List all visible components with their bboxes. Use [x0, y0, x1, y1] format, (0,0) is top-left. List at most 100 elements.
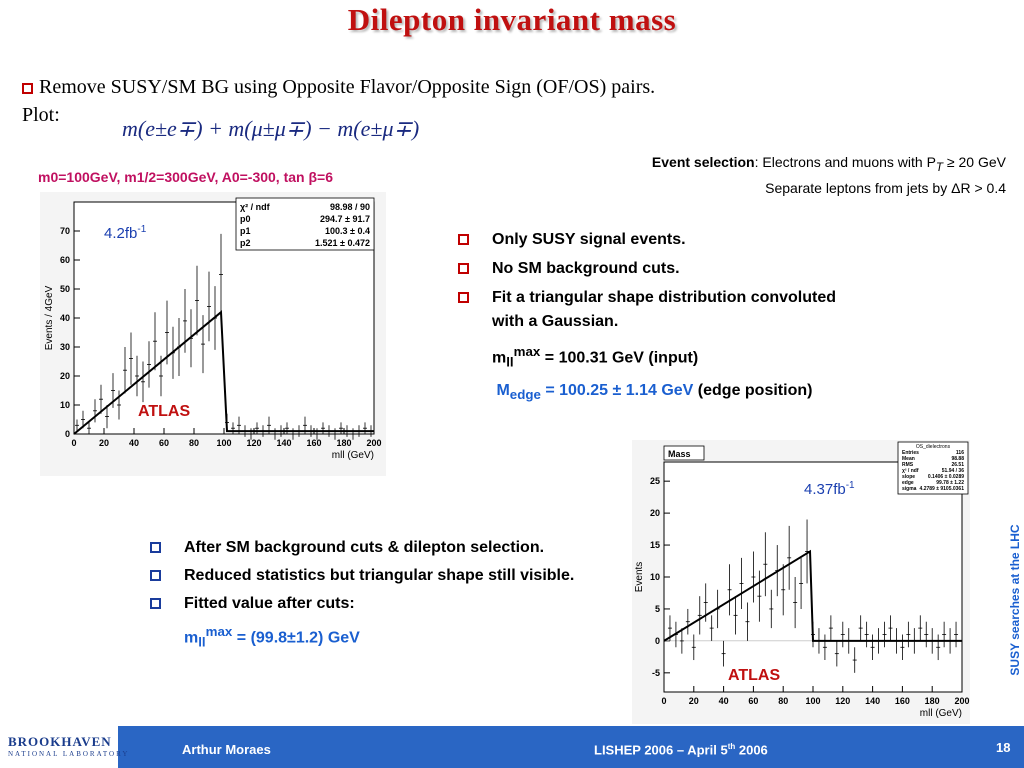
x-tick-label: 140	[276, 438, 291, 448]
x-tick-label: 40	[719, 696, 729, 706]
stats-value: 99.78 ± 1.22	[936, 480, 964, 486]
stats-value: 98.98 / 90	[330, 202, 370, 212]
stats-name: χ² / ndf	[240, 202, 271, 212]
event-selection-line1: Event selection: Electrons and muons wit…	[651, 154, 1006, 174]
y-axis-label: Events / 4GeV	[44, 285, 55, 350]
x-tick-label: 100	[216, 438, 231, 448]
x-tick-label: 160	[306, 438, 321, 448]
stats-name: p0	[240, 214, 251, 224]
stats-value: 294.7 ± 91.7	[320, 214, 370, 224]
stats-value: 4.2789 ± 9105.0361	[920, 486, 965, 492]
x-tick-label: 60	[748, 696, 758, 706]
bullet-icon	[150, 542, 161, 553]
x-tick-label: 160	[895, 696, 910, 706]
list-item: Fit a triangular shape distribution conv…	[456, 286, 856, 334]
y-tick-label: 30	[60, 342, 70, 352]
stats-name: slope	[902, 474, 915, 480]
x-tick-label: 20	[99, 438, 109, 448]
stats-name: p2	[240, 238, 251, 248]
atlas-label: ATLAS	[138, 403, 190, 420]
mll-input: mllmax = 100.31 GeV (input)	[492, 344, 699, 370]
x-tick-label: 60	[159, 438, 169, 448]
fit-curve	[663, 549, 962, 642]
stats-value: 0.1406 ± 0.0289	[928, 474, 964, 480]
intro-text: Remove SUSY/SM BG using Opposite Flavor/…	[39, 76, 656, 98]
x-axis-label: mll (GeV)	[920, 708, 962, 719]
x-tick-label: 100	[805, 696, 820, 706]
bullet-icon	[458, 292, 469, 303]
plot-header: Mass	[668, 449, 691, 459]
footer-bar	[0, 726, 1024, 768]
stats-name: sigma	[902, 486, 917, 492]
y-tick-label: 25	[650, 476, 660, 486]
model-parameters: m0=100GeV, m1/2=300GeV, A0=-300, tan β=6	[38, 169, 333, 185]
page-number: 18	[996, 740, 1011, 755]
y-tick-label: 5	[655, 604, 660, 614]
x-tick-label: 120	[835, 696, 850, 706]
y-tick-label: 70	[60, 226, 70, 236]
stats-box	[235, 197, 375, 251]
list-item: Fitted value after cuts:	[148, 592, 588, 616]
plot-2: Mass 0 20 40 60 80 100 120 140 160 180 200 -5 0 5 10 15 2…	[634, 441, 970, 719]
stats-name: Mean	[902, 456, 915, 462]
x-tick-label: 40	[129, 438, 139, 448]
x-tick-label: 80	[189, 438, 199, 448]
list-item: Only SUSY signal events.	[456, 228, 856, 252]
plot-frame	[663, 461, 963, 693]
event-selection-line2: Separate leptons from jets by ΔR > 0.4	[765, 179, 1006, 196]
luminosity-label: 4.2fb-1	[104, 224, 147, 242]
bullet-icon	[150, 598, 161, 609]
stats-value: 98.88	[951, 456, 964, 462]
slide-title: Dilepton invariant mass	[347, 2, 677, 37]
stats-value: 26.51	[951, 462, 964, 468]
side-title: SUSY searches at the LHC	[1008, 524, 1022, 676]
x-tick-label: 120	[246, 438, 261, 448]
left-bullet-list: After SM background cuts & dilepton sele…	[148, 536, 588, 655]
x-tick-label: 0	[71, 438, 76, 448]
y-tick-label: 10	[60, 400, 70, 410]
y-tick-label: 0	[65, 429, 70, 439]
y-tick-label: 40	[60, 313, 70, 323]
plot-2-container: Mass 0 20 40 60 80 100 120 140 160 180 200 -5 0 5 10 15 2…	[632, 440, 970, 724]
bullet-icon	[150, 570, 161, 581]
y-tick-label: 60	[60, 255, 70, 265]
fitted-mll: mllmax = (99.8±1.2) GeV	[184, 624, 360, 650]
x-tick-label: 180	[336, 438, 351, 448]
stats-name: χ² / ndf	[902, 468, 919, 474]
list-item: No SM background cuts.	[456, 257, 856, 281]
bullet-icon	[458, 263, 469, 274]
atlas-label: ATLAS	[728, 667, 780, 684]
y-tick-label: 50	[60, 284, 70, 294]
stats-name: p1	[240, 226, 251, 236]
list-item: Reduced statistics but triangular shape …	[148, 564, 588, 588]
x-tick-label: 140	[865, 696, 880, 706]
y-axis-label: Events	[634, 562, 645, 593]
x-tick-label: 80	[778, 696, 788, 706]
medge-result: Medge = 100.25 ± 1.14 GeV (edge position…	[496, 381, 813, 402]
stats-name: RMS	[902, 462, 914, 468]
brookhaven-logo: BROOKHAVEN NATIONAL LABORATORY	[8, 734, 130, 758]
y-tick-label: 15	[650, 540, 660, 550]
x-tick-label: 180	[925, 696, 940, 706]
right-bullet-list: Only SUSY signal events. No SM backgroun…	[456, 228, 856, 407]
footer-author: Arthur Moraes	[182, 742, 271, 757]
y-tick-label: 20	[60, 371, 70, 381]
stats-name: edge	[902, 480, 914, 486]
x-tick-label: 20	[689, 696, 699, 706]
luminosity-label: 4.37fb-1	[804, 480, 855, 498]
stats-name: Entries	[902, 450, 919, 456]
list-item: After SM background cuts & dilepton sele…	[148, 536, 588, 560]
footer-logo-area	[0, 726, 118, 768]
plot-header-box	[663, 445, 705, 461]
bullet-icon	[22, 82, 33, 94]
x-tick-label: 200	[366, 438, 381, 448]
y-tick-label: -5	[652, 668, 660, 678]
plot-label: Plot:	[22, 104, 60, 126]
stats-title: OS_dielectrons	[916, 444, 951, 450]
plot-1: 0 20 40 60 80 100 120 140 160 180 200 0 10 20 30 40 50 60…	[44, 197, 382, 461]
stats-value: 116	[956, 450, 964, 456]
bullet-icon	[458, 234, 469, 245]
y-tick-label: 10	[650, 572, 660, 582]
x-axis-label: mll (GeV)	[332, 450, 374, 461]
stats-value: 1.521 ± 0.472	[315, 238, 370, 248]
